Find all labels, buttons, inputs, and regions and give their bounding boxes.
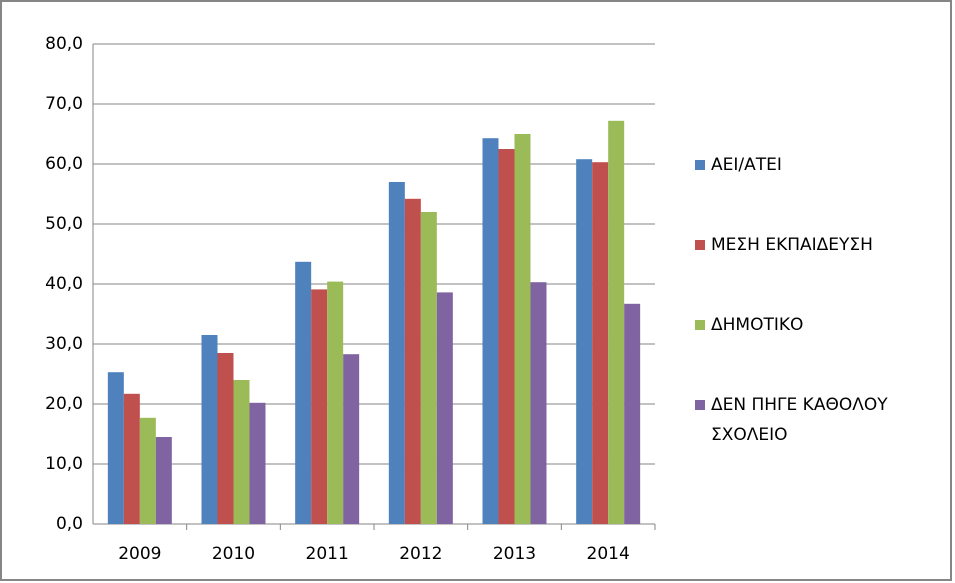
bar: [404, 198, 421, 525]
y-tick-label: 30,0: [45, 334, 83, 354]
legend-swatch: [695, 240, 705, 250]
bar: [498, 149, 515, 524]
x-tick-label: 2010: [212, 544, 255, 564]
y-tick-label: 70,0: [45, 94, 83, 114]
legend-item: ΑΕΙ/ΑΤΕΙ: [695, 150, 950, 180]
bar: [155, 437, 172, 524]
y-tick-label: 0,0: [56, 514, 83, 534]
legend-label: ΜΕΣΗ ΕΚΠΑΙΔΕΥΣΗ: [711, 235, 873, 255]
legend-swatch: [695, 320, 705, 330]
bar: [530, 282, 547, 524]
legend-item: ΔΗΜΟΤΙΚΟ: [695, 310, 950, 340]
bar: [201, 335, 218, 524]
bar: [123, 393, 140, 524]
bar: [624, 303, 641, 524]
bar: [217, 353, 234, 524]
y-tick-label: 10,0: [45, 454, 83, 474]
bar: [311, 289, 328, 524]
bar: [249, 402, 266, 524]
x-tick-label: 2014: [587, 544, 630, 564]
x-tick-label: 2013: [493, 544, 536, 564]
legend-label: ΔΕΝ ΠΗΓΕ ΚΑΘΟΛΟΥ ΣΧΟΛΕΙΟ: [711, 395, 888, 445]
y-tick-label: 60,0: [45, 154, 83, 174]
bar: [436, 292, 453, 524]
legend-item: ΜΕΣΗ ΕΚΠΑΙΔΕΥΣΗ: [695, 230, 950, 260]
bar: [343, 354, 360, 524]
bar: [388, 182, 405, 524]
bar: [420, 212, 437, 524]
y-tick-label: 20,0: [45, 394, 83, 414]
legend-swatch: [695, 400, 705, 410]
x-tick-label: 2011: [306, 544, 349, 564]
bar: [576, 159, 593, 524]
y-tick-label: 40,0: [45, 274, 83, 294]
legend-label: ΔΗΜΟΤΙΚΟ: [711, 315, 804, 335]
bar: [295, 261, 312, 524]
bar: [327, 281, 344, 524]
bar: [482, 138, 499, 524]
bar: [139, 417, 156, 524]
y-tick-label: 80,0: [45, 34, 83, 54]
bar: [107, 372, 124, 524]
bar: [514, 134, 531, 524]
x-tick-label: 2012: [399, 544, 442, 564]
legend-swatch: [695, 160, 705, 170]
y-tick-label: 50,0: [45, 214, 83, 234]
bar: [233, 380, 250, 524]
bar: [608, 120, 625, 525]
legend-item: ΔΕΝ ΠΗΓΕ ΚΑΘΟΛΟΥ ΣΧΟΛΕΙΟ: [695, 390, 950, 450]
legend-label: ΑΕΙ/ΑΤΕΙ: [711, 155, 782, 175]
bar: [592, 162, 609, 524]
x-tick-label: 2009: [118, 544, 161, 564]
